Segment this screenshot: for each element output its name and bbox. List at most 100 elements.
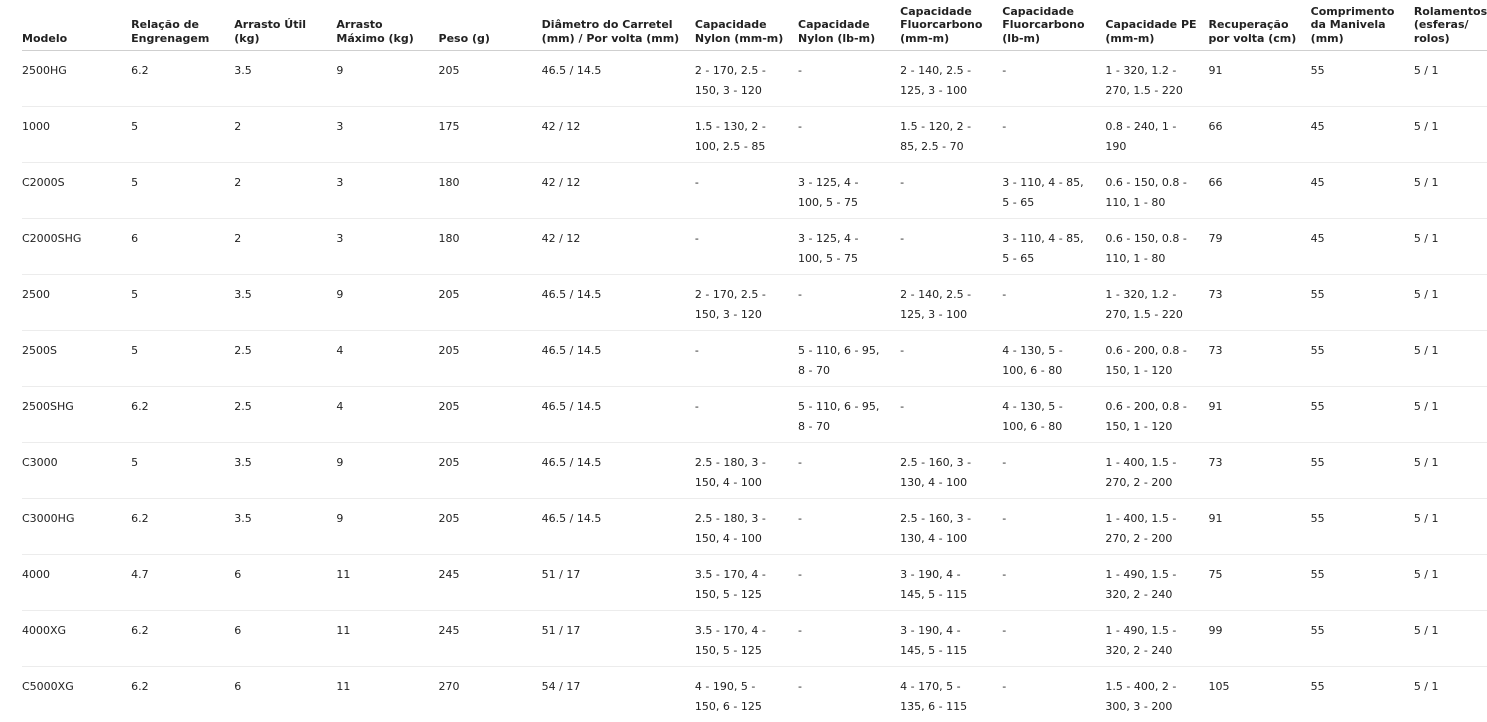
column-header: Arrasto Útil (kg) <box>234 4 336 51</box>
table-cell: 11 <box>336 611 438 667</box>
column-header: Rolamentos (esferas/ rolos) <box>1414 4 1487 51</box>
table-cell: 5 / 1 <box>1414 443 1487 499</box>
table-cell: 66 <box>1209 107 1311 163</box>
table-cell: 55 <box>1311 331 1414 387</box>
table-cell: 5 / 1 <box>1414 107 1487 163</box>
table-cell: 1000 <box>22 107 131 163</box>
table-cell: - <box>1002 107 1105 163</box>
table-cell: 5 / 1 <box>1414 163 1487 219</box>
table-cell: 3 - 125, 4 - 100, 5 - 75 <box>798 219 900 275</box>
table-cell: 51 / 17 <box>542 611 695 667</box>
table-cell: 3.5 <box>234 443 336 499</box>
table-cell: 245 <box>439 555 542 611</box>
table-cell: 245 <box>439 611 542 667</box>
table-cell: 5 <box>131 275 234 331</box>
table-cell: - <box>798 275 900 331</box>
table-cell: - <box>1002 611 1105 667</box>
table-cell: 3 <box>336 107 438 163</box>
table-cell: C2000SHG <box>22 219 131 275</box>
table-cell: 5 <box>131 107 234 163</box>
table-cell: 5 / 1 <box>1414 611 1487 667</box>
table-cell: 4 - 130, 5 - 100, 6 - 80 <box>1002 387 1105 443</box>
table-cell: 4 <box>336 331 438 387</box>
table-cell: 6 <box>131 219 234 275</box>
table-cell: C5000XG <box>22 667 131 722</box>
table-cell: 3 - 110, 4 - 85, 5 - 65 <box>1002 219 1105 275</box>
table-cell: 180 <box>439 163 542 219</box>
table-cell: 175 <box>439 107 542 163</box>
table-cell: - <box>1002 499 1105 555</box>
table-cell: 11 <box>336 667 438 722</box>
table-cell: 91 <box>1209 387 1311 443</box>
table-cell: 55 <box>1311 443 1414 499</box>
table-cell: 4000XG <box>22 611 131 667</box>
table-cell: 5 / 1 <box>1414 275 1487 331</box>
table-cell: 9 <box>336 51 438 107</box>
table-cell: C3000 <box>22 443 131 499</box>
column-header: Recuperação por volta (cm) <box>1209 4 1311 51</box>
table-cell: 46.5 / 14.5 <box>542 499 695 555</box>
table-cell: 180 <box>439 219 542 275</box>
table-cell: 42 / 12 <box>542 219 695 275</box>
table-cell: - <box>900 387 1002 443</box>
table-cell: 3 - 110, 4 - 85, 5 - 65 <box>1002 163 1105 219</box>
table-cell: 2 - 140, 2.5 - 125, 3 - 100 <box>900 275 1002 331</box>
table-cell: 5 / 1 <box>1414 331 1487 387</box>
column-header: Capacidade Fluorcarbono (mm-m) <box>900 4 1002 51</box>
column-header: Capacidade Nylon (lb-m) <box>798 4 900 51</box>
column-header: Capacidade PE (mm-m) <box>1105 4 1208 51</box>
table-cell: 2 <box>234 107 336 163</box>
table-cell: - <box>900 219 1002 275</box>
table-cell: 5 / 1 <box>1414 499 1487 555</box>
table-cell: 1 - 400, 1.5 - 270, 2 - 200 <box>1105 499 1208 555</box>
table-cell: 2.5 <box>234 387 336 443</box>
table-cell: 1 - 320, 1.2 - 270, 1.5 - 220 <box>1105 275 1208 331</box>
table-cell: 6 <box>234 555 336 611</box>
column-header: Arrasto Máximo (kg) <box>336 4 438 51</box>
table-cell: 2 <box>234 163 336 219</box>
table-cell: 6.2 <box>131 499 234 555</box>
table-cell: 205 <box>439 387 542 443</box>
table-cell: 55 <box>1311 555 1414 611</box>
table-cell: 55 <box>1311 667 1414 722</box>
table-cell: 45 <box>1311 219 1414 275</box>
table-cell: 55 <box>1311 275 1414 331</box>
table-cell: 205 <box>439 51 542 107</box>
table-cell: 79 <box>1209 219 1311 275</box>
table-cell: 2 - 170, 2.5 - 150, 3 - 120 <box>695 275 798 331</box>
table-cell: 2.5 - 160, 3 - 130, 4 - 100 <box>900 499 1002 555</box>
table-cell: 2.5 - 180, 3 - 150, 4 - 100 <box>695 443 798 499</box>
table-cell: - <box>798 555 900 611</box>
table-cell: 205 <box>439 443 542 499</box>
table-cell: 99 <box>1209 611 1311 667</box>
table-cell: 5 <box>131 443 234 499</box>
table-cell: C3000HG <box>22 499 131 555</box>
table-cell: 2500 <box>22 275 131 331</box>
column-header: Relação de Engrenagem <box>131 4 234 51</box>
column-header: Modelo <box>22 4 131 51</box>
table-cell: - <box>1002 443 1105 499</box>
table-cell: 4 - 130, 5 - 100, 6 - 80 <box>1002 331 1105 387</box>
table-cell: 3.5 <box>234 499 336 555</box>
table-cell: - <box>900 163 1002 219</box>
table-cell: 2500S <box>22 331 131 387</box>
table-cell: 205 <box>439 499 542 555</box>
table-cell: 73 <box>1209 443 1311 499</box>
table-cell: 4.7 <box>131 555 234 611</box>
table-cell: 2500SHG <box>22 387 131 443</box>
table-cell: 0.6 - 200, 0.8 - 150, 1 - 120 <box>1105 387 1208 443</box>
table-cell: 5 / 1 <box>1414 667 1487 722</box>
table-cell: - <box>1002 275 1105 331</box>
table-cell: 46.5 / 14.5 <box>542 275 695 331</box>
table-cell: - <box>798 51 900 107</box>
table-cell: 1 - 490, 1.5 - 320, 2 - 240 <box>1105 555 1208 611</box>
